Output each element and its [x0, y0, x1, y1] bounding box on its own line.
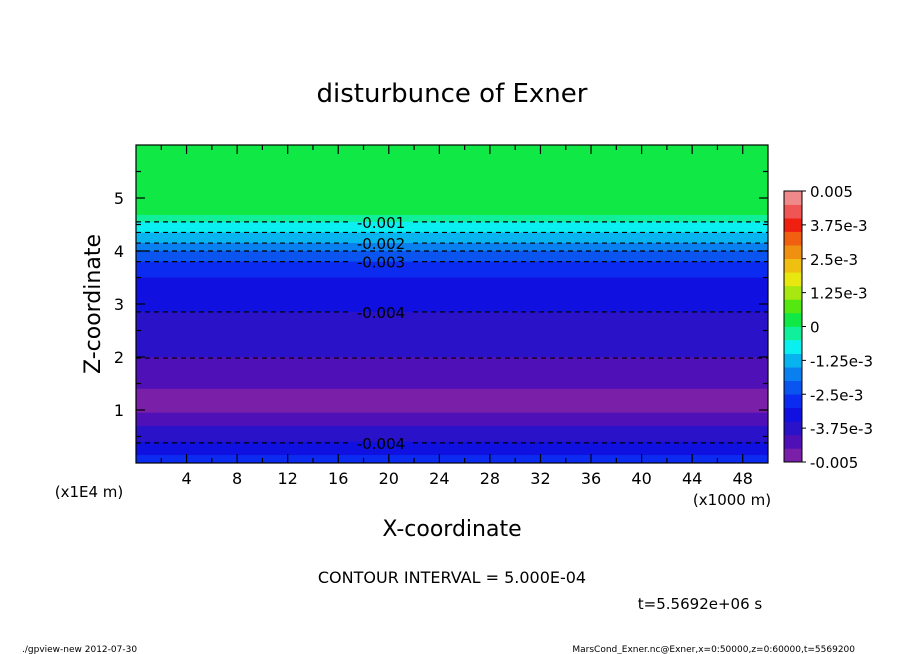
x-unit-label: (x1000 m) — [693, 491, 771, 509]
colorbar-label-0: 0.005 — [810, 183, 853, 201]
chart-title: disturbunce of Exner — [317, 79, 588, 109]
colorbar-label-7: -3.75e-3 — [810, 420, 873, 438]
colorbar-swatch-6 — [784, 367, 802, 381]
colorbar-label-3: 1.25e-3 — [810, 285, 868, 303]
contour-band-5 — [136, 251, 768, 263]
contour-label-4: -0.003 — [357, 254, 405, 272]
contour-band-6 — [136, 261, 768, 278]
colorbar-swatch-5 — [784, 380, 802, 395]
contour-bands — [136, 145, 768, 464]
x-tick-label-5: 24 — [429, 469, 449, 488]
time-stamp: t=5.5692e+06 s — [638, 595, 763, 613]
colorbar-swatch-8 — [784, 340, 802, 354]
y-tick-label-2: 3 — [114, 295, 124, 314]
contour-band-3 — [136, 232, 768, 244]
x-tick-label-6: 28 — [480, 469, 500, 488]
colorbar-label-4: 0 — [810, 319, 820, 337]
contour-label-7: -0.004 — [357, 435, 405, 453]
y-tick-label-4: 5 — [114, 189, 124, 208]
y-axis-label: Z-coordinate — [81, 234, 106, 374]
contour-band-11 — [136, 412, 768, 427]
contour-band-10 — [136, 388, 768, 414]
contour-lines: -0.001 -0.002-0.003 -0.004 -0.004 — [136, 214, 768, 453]
colorbar-swatch-12 — [784, 285, 802, 300]
colorbar-swatch-11 — [784, 299, 802, 314]
y-tick-label-0: 1 — [114, 401, 124, 420]
x-axis-label: X-coordinate — [382, 517, 521, 542]
colorbar-swatch-10 — [784, 312, 802, 327]
footer-right: MarsCond_Exner.nc@Exner,x=0:50000,z=0:60… — [572, 645, 855, 654]
colorbar-swatch-15 — [784, 245, 802, 260]
colorbar-swatch-16 — [784, 231, 802, 246]
contour-band-1 — [136, 214, 768, 223]
contour-band-13 — [136, 441, 768, 456]
colorbar-swatch-7 — [784, 353, 802, 368]
y-tick-label-1: 2 — [114, 348, 124, 367]
contour-label-0: -0.001 — [357, 214, 405, 232]
x-tick-label-0: 4 — [181, 469, 191, 488]
colorbar: 0.005 3.75e-3 2.5e-3 1.25e-3 0 -1.25e-3 -2.5e-… — [783, 183, 873, 472]
x-tick-label-7: 32 — [530, 469, 550, 488]
x-tick-label-8: 36 — [581, 469, 601, 488]
contour-band-7 — [136, 277, 768, 313]
contour-interval-note: CONTOUR INTERVAL = 5.000E-04 — [318, 568, 586, 587]
contour-label-5: -0.004 — [357, 304, 405, 322]
x-tick-label-1: 8 — [232, 469, 242, 488]
y-unit-label: (x1E4 m) — [55, 483, 124, 501]
colorbar-swatch-1 — [784, 434, 802, 449]
contour-band-8 — [136, 311, 768, 358]
y-tick-label-3: 4 — [114, 242, 124, 261]
colorbar-swatch-14 — [784, 258, 802, 273]
contour-band-12 — [136, 425, 768, 443]
colorbar-swatch-9 — [784, 326, 802, 341]
x-axis-ticks: 4 8 12 16 20 24 28 32 36 40 44 48 — [160, 145, 753, 488]
contour-band-0 — [136, 145, 768, 216]
x-tick-label-2: 12 — [278, 469, 298, 488]
contour-band-4 — [136, 243, 768, 252]
colorbar-swatch-0 — [784, 448, 802, 463]
contour-band-14 — [136, 455, 768, 464]
colorbar-swatch-3 — [784, 407, 802, 422]
colorbar-label-2: 2.5e-3 — [810, 251, 858, 269]
colorbar-swatch-18 — [784, 204, 802, 219]
colorbar-label-6: -2.5e-3 — [810, 386, 863, 404]
contour-label-2: -0.002 — [357, 235, 405, 253]
colorbar-label-1: 3.75e-3 — [810, 217, 868, 235]
colorbar-swatch-13 — [784, 272, 802, 287]
colorbar-swatch-17 — [784, 218, 802, 232]
x-tick-label-3: 16 — [328, 469, 348, 488]
contour-band-9 — [136, 357, 768, 390]
x-tick-label-11: 48 — [733, 469, 753, 488]
y-axis-ticks: 1 2 3 4 5 — [114, 170, 768, 438]
colorbar-label-8: -0.005 — [810, 454, 858, 472]
x-tick-label-9: 40 — [631, 469, 651, 488]
colorbar-label-5: -1.25e-3 — [810, 352, 873, 370]
colorbar-swatch-4 — [784, 394, 802, 409]
x-tick-label-4: 20 — [379, 469, 399, 488]
colorbar-swatch-19 — [784, 191, 802, 205]
x-tick-label-10: 44 — [682, 469, 702, 488]
footer-left: ./gpview-new 2012-07-30 — [22, 645, 137, 654]
contour-band-2 — [136, 221, 768, 233]
colorbar-swatch-2 — [784, 421, 802, 436]
